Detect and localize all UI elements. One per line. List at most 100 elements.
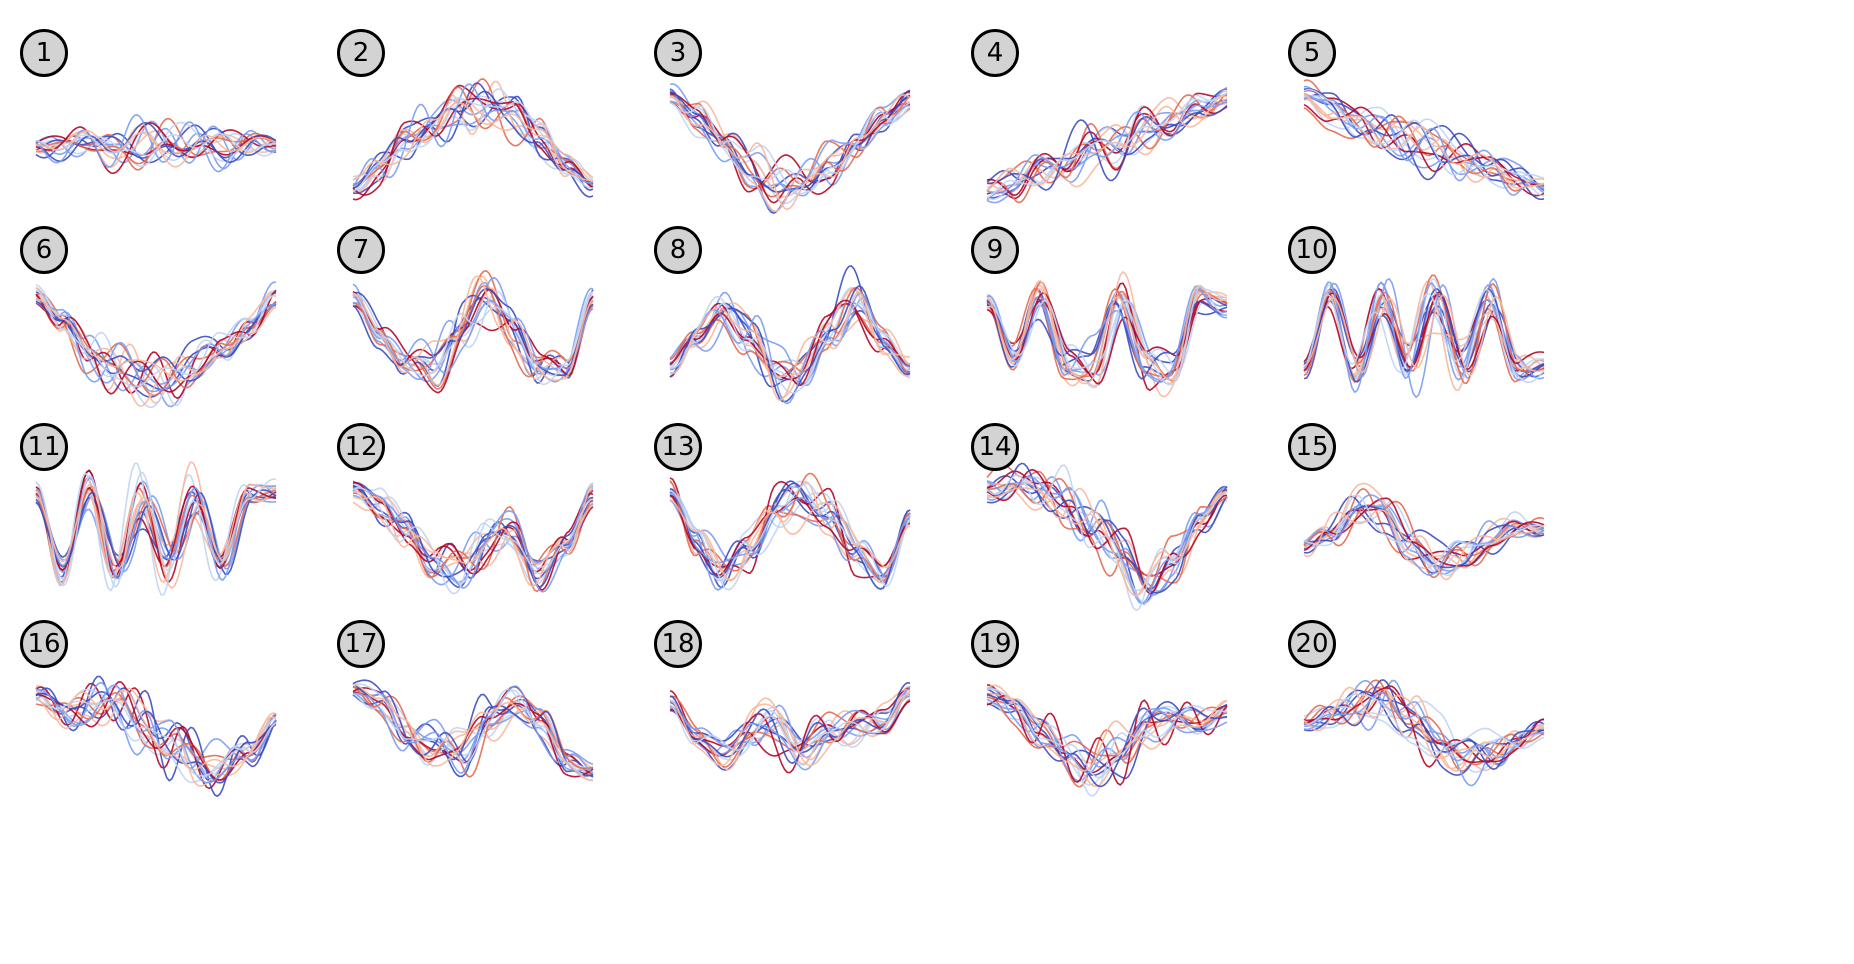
- series-line-20-6: [1304, 685, 1545, 768]
- series-line-7-2: [352, 281, 594, 383]
- panel-6: 6: [18, 222, 358, 452]
- series-line-6-4: [35, 290, 277, 404]
- series-line-7-11: [352, 284, 594, 378]
- panel-plot-15: [1303, 482, 1545, 581]
- series-line-16-10: [35, 687, 277, 787]
- series-line-5-15: [1303, 88, 1545, 197]
- series-line-8-5: [669, 306, 911, 378]
- series-line-19-8: [986, 687, 1228, 782]
- series-line-1-3: [35, 131, 277, 161]
- panel-plot-18: [669, 682, 911, 774]
- panel-20: 20: [1286, 616, 1626, 846]
- series-line-14-14: [986, 475, 1228, 605]
- series-line-16-7: [35, 675, 277, 797]
- series-line-7-16: [352, 275, 594, 387]
- panel-number-badge: 10: [1288, 226, 1336, 274]
- series-line-3-13: [669, 91, 911, 193]
- series-line-9-16: [986, 285, 1228, 385]
- panel-plot-4: [986, 86, 1228, 204]
- series-line-8-16: [669, 291, 910, 402]
- series-line-13-16: [669, 498, 911, 581]
- series-line-14-12: [986, 468, 1228, 595]
- series-line-3-11: [669, 95, 911, 198]
- series-line-19-12: [986, 694, 1228, 786]
- series-line-3-5: [669, 94, 911, 190]
- panel-number-badge: 18: [654, 620, 702, 668]
- series-line-16-16: [35, 689, 277, 771]
- series-line-6-14: [35, 298, 277, 393]
- panel-8: 8: [652, 222, 992, 452]
- series-line-18-13: [669, 682, 911, 764]
- series-line-18-16: [669, 691, 911, 767]
- panel-plot-10: [1303, 274, 1545, 398]
- panel-number-badge: 8: [654, 226, 702, 274]
- series-line-17-16: [352, 683, 594, 781]
- series-line-18-11: [669, 693, 911, 768]
- panel-plot-20: [1303, 679, 1545, 787]
- series-line-17-14: [352, 685, 594, 774]
- series-line-17-13: [352, 682, 594, 777]
- panel-number-badge: 9: [971, 226, 1019, 274]
- panel-plot-8: [669, 265, 911, 405]
- panel-12: 12: [335, 419, 675, 649]
- series-line-3-16: [669, 94, 911, 211]
- series-line-17-8: [352, 686, 594, 772]
- series-line-11-16: [35, 483, 277, 589]
- panel-3: 3: [652, 25, 992, 255]
- panel-7: 7: [335, 222, 675, 452]
- series-line-8-15: [669, 295, 911, 394]
- panel-number-badge: 14: [971, 423, 1019, 471]
- series-line-20-9: [1303, 705, 1545, 759]
- series-line-13-10: [669, 480, 911, 584]
- panel-2: 2: [335, 25, 675, 255]
- panel-number-badge: 3: [654, 29, 702, 77]
- series-line-15-13: [1303, 505, 1545, 569]
- series-line-6-12: [35, 289, 277, 395]
- series-line-12-15: [352, 487, 594, 595]
- panel-plot-12: [352, 480, 594, 595]
- panel-number-badge: 1: [20, 29, 68, 77]
- series-line-2-13: [352, 90, 594, 189]
- series-line-19-10: [986, 692, 1228, 788]
- series-line-4-13: [987, 106, 1228, 191]
- series-line-15-10: [1303, 482, 1545, 570]
- panel-plot-17: [352, 679, 594, 782]
- panel-17: 17: [335, 616, 675, 846]
- series-line-4-16: [986, 95, 1228, 191]
- series-line-17-3: [352, 693, 594, 772]
- series-line-1-13: [35, 122, 277, 163]
- series-line-7-14: [352, 299, 594, 374]
- series-line-11-9: [35, 462, 277, 596]
- panel-9: 9: [969, 222, 1309, 452]
- series-line-3-6: [669, 101, 911, 193]
- panel-number-badge: 15: [1288, 423, 1336, 471]
- series-line-19-16: [986, 684, 1228, 772]
- series-line-4-12: [986, 103, 1228, 196]
- series-line-1-16: [35, 130, 277, 168]
- panel-5: 5: [1286, 25, 1626, 255]
- series-line-15-14: [1303, 494, 1545, 576]
- panel-13: 13: [652, 419, 992, 649]
- series-line-9-15: [986, 284, 1228, 386]
- panel-number-badge: 6: [20, 226, 68, 274]
- panel-number-badge: 7: [337, 226, 385, 274]
- series-line-15-12: [1303, 497, 1545, 567]
- series-line-20-15: [1303, 693, 1545, 757]
- series-line-6-15: [35, 289, 277, 388]
- series-line-20-14: [1303, 692, 1545, 762]
- series-line-8-13: [669, 285, 911, 403]
- series-line-4-14: [986, 100, 1228, 195]
- series-line-5-9: [1303, 94, 1545, 189]
- series-line-1-10: [35, 125, 277, 168]
- series-line-19-9: [986, 700, 1227, 797]
- series-line-15-8: [1303, 504, 1545, 572]
- panel-plot-11: [35, 461, 277, 596]
- panel-plot-9: [986, 271, 1228, 398]
- panel-plot-5: [1303, 79, 1545, 201]
- panel-number-badge: 11: [20, 423, 68, 471]
- panel-11: 11: [18, 419, 358, 649]
- series-line-13-8: [669, 485, 911, 591]
- panel-plot-16: [35, 675, 277, 797]
- panel-number-badge: 17: [337, 620, 385, 668]
